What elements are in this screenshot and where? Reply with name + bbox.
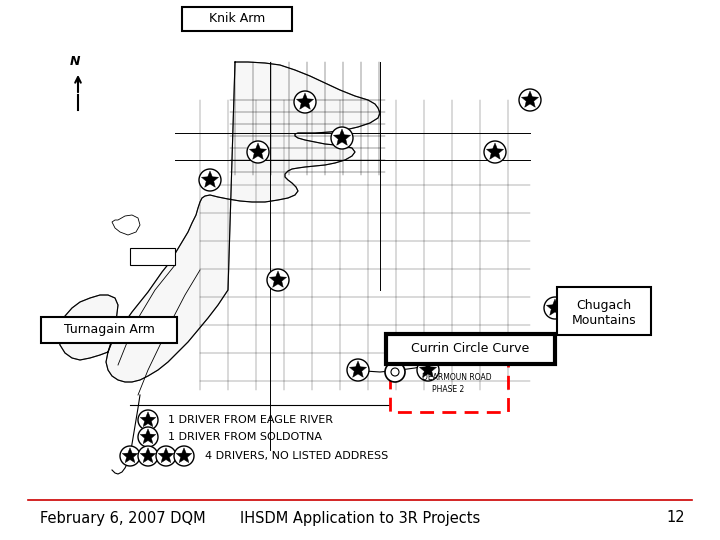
FancyBboxPatch shape	[557, 287, 651, 335]
Text: 1 DRIVER FROM EAGLE RIVER: 1 DRIVER FROM EAGLE RIVER	[168, 415, 333, 425]
Text: Turnagain Arm: Turnagain Arm	[63, 323, 154, 336]
Polygon shape	[269, 271, 287, 287]
Bar	[390, 360, 508, 412]
Text: 12: 12	[667, 510, 685, 525]
FancyBboxPatch shape	[386, 334, 555, 364]
Text: Currin Circle Curve: Currin Circle Curve	[411, 342, 529, 355]
Circle shape	[385, 362, 405, 382]
Circle shape	[544, 297, 566, 319]
Circle shape	[156, 446, 176, 466]
Circle shape	[138, 446, 158, 466]
Text: 4 DRIVERS, NO LISTED ADDRESS: 4 DRIVERS, NO LISTED ADDRESS	[205, 451, 388, 461]
Text: DEARMOUN ROAD: DEARMOUN ROAD	[422, 374, 492, 382]
Polygon shape	[546, 299, 564, 315]
Polygon shape	[297, 93, 314, 109]
Polygon shape	[333, 129, 351, 145]
Circle shape	[267, 269, 289, 291]
Circle shape	[347, 359, 369, 381]
Text: Chugach: Chugach	[577, 299, 631, 312]
Circle shape	[294, 91, 316, 113]
Polygon shape	[58, 295, 118, 360]
Polygon shape	[130, 248, 175, 265]
Text: February 6, 2007 DQM: February 6, 2007 DQM	[40, 510, 206, 525]
Text: 1 DRIVER FROM SOLDOTNA: 1 DRIVER FROM SOLDOTNA	[168, 432, 322, 442]
Text: IHSDM Application to 3R Projects: IHSDM Application to 3R Projects	[240, 510, 480, 525]
Polygon shape	[521, 91, 539, 107]
FancyBboxPatch shape	[182, 7, 292, 31]
Circle shape	[417, 359, 439, 381]
Polygon shape	[487, 143, 503, 159]
Polygon shape	[202, 171, 219, 187]
Circle shape	[484, 141, 506, 163]
Circle shape	[120, 446, 140, 466]
Text: Mountains: Mountains	[572, 314, 636, 327]
Circle shape	[138, 410, 158, 430]
Polygon shape	[176, 448, 192, 463]
Polygon shape	[249, 143, 266, 159]
Circle shape	[519, 89, 541, 111]
Polygon shape	[140, 448, 156, 463]
Circle shape	[247, 141, 269, 163]
Polygon shape	[112, 215, 140, 235]
Polygon shape	[122, 448, 138, 463]
Polygon shape	[420, 361, 436, 377]
Polygon shape	[349, 361, 366, 377]
Polygon shape	[140, 429, 156, 444]
Text: PHASE 2: PHASE 2	[432, 386, 464, 395]
Circle shape	[199, 169, 221, 191]
Circle shape	[391, 368, 399, 376]
Circle shape	[174, 446, 194, 466]
FancyBboxPatch shape	[41, 317, 177, 343]
Circle shape	[138, 427, 158, 447]
Text: N: N	[70, 55, 80, 68]
Polygon shape	[106, 62, 380, 382]
Polygon shape	[140, 412, 156, 427]
Polygon shape	[158, 448, 174, 463]
Text: Knik Arm: Knik Arm	[209, 12, 265, 25]
Circle shape	[331, 127, 353, 149]
